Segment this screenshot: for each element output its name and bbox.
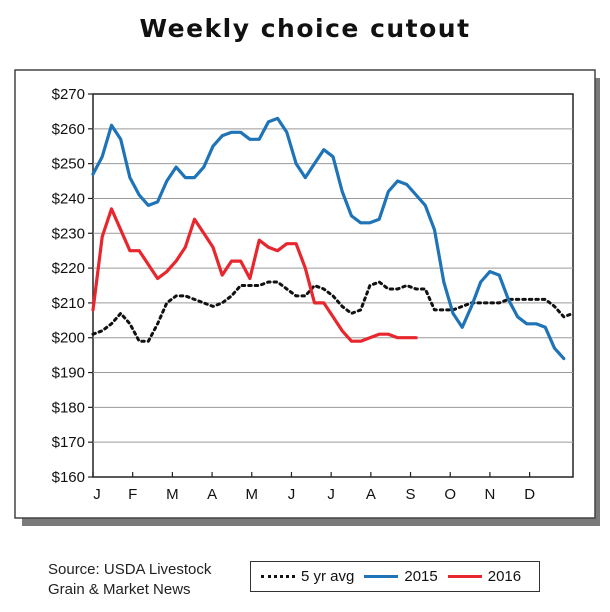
- legend-label-5yr-avg: 5 yr avg: [301, 568, 355, 585]
- legend-label-2016: 2016: [487, 568, 522, 585]
- x-tick-label: M: [166, 486, 179, 503]
- y-tick-label: $180: [52, 399, 85, 416]
- series-line-2016: [91, 207, 418, 343]
- x-tick-label: D: [524, 486, 535, 503]
- y-tick-label: $160: [52, 469, 85, 486]
- legend: 5 yr avg 2015 2016: [250, 561, 540, 592]
- x-tick-label: J: [327, 486, 335, 503]
- y-tick-label: $210: [52, 295, 85, 312]
- x-tick-label: F: [128, 486, 137, 503]
- source-line-1: Source: USDA Livestock: [48, 561, 212, 578]
- y-tick-label: $170: [52, 434, 85, 451]
- y-tick-label: $200: [52, 330, 85, 347]
- y-tick-label: $220: [52, 260, 85, 277]
- plot-area: [92, 93, 574, 478]
- source-line-2: Grain & Market News: [48, 581, 191, 598]
- y-tick-label: $230: [52, 225, 85, 242]
- y-axis-ticks: $270 $260 $250 $240 $230 $220 $210 $200 $190 $180…: [52, 86, 93, 486]
- y-tick-label: $270: [52, 86, 85, 103]
- source-note: Source: USDA Livestock Grain & Market Ne…: [48, 560, 211, 600]
- legend-item-2016: 2016: [447, 568, 522, 585]
- legend-swatch-5yr-avg: [261, 575, 295, 578]
- x-tick-label: N: [485, 486, 496, 503]
- x-tick-label: A: [207, 486, 217, 503]
- legend-label-2015: 2015: [404, 568, 438, 585]
- series-line-5-yr-avg: [91, 280, 575, 343]
- legend-swatch-2016: [447, 575, 482, 578]
- y-tick-label: $190: [52, 365, 85, 382]
- legend-item-5yr-avg: 5 yr avg: [261, 568, 354, 585]
- y-tick-label: $260: [52, 121, 85, 138]
- x-tick-label: O: [444, 486, 456, 503]
- series-line-2015: [91, 116, 566, 361]
- y-tick-label: $250: [52, 156, 85, 173]
- y-tick-label: $240: [52, 190, 85, 207]
- x-tick-label: J: [288, 486, 296, 503]
- legend-swatch-2015: [364, 575, 399, 578]
- chart-frame: [14, 69, 596, 519]
- x-tick-label: A: [366, 486, 376, 503]
- chart-title: Weekly choice cutout: [139, 14, 471, 43]
- legend-item-2015: 2015: [364, 568, 438, 585]
- x-tick-label: M: [246, 486, 259, 503]
- x-tick-label: J: [93, 486, 101, 503]
- series-lines: [91, 116, 575, 361]
- x-tick-label: S: [406, 486, 416, 503]
